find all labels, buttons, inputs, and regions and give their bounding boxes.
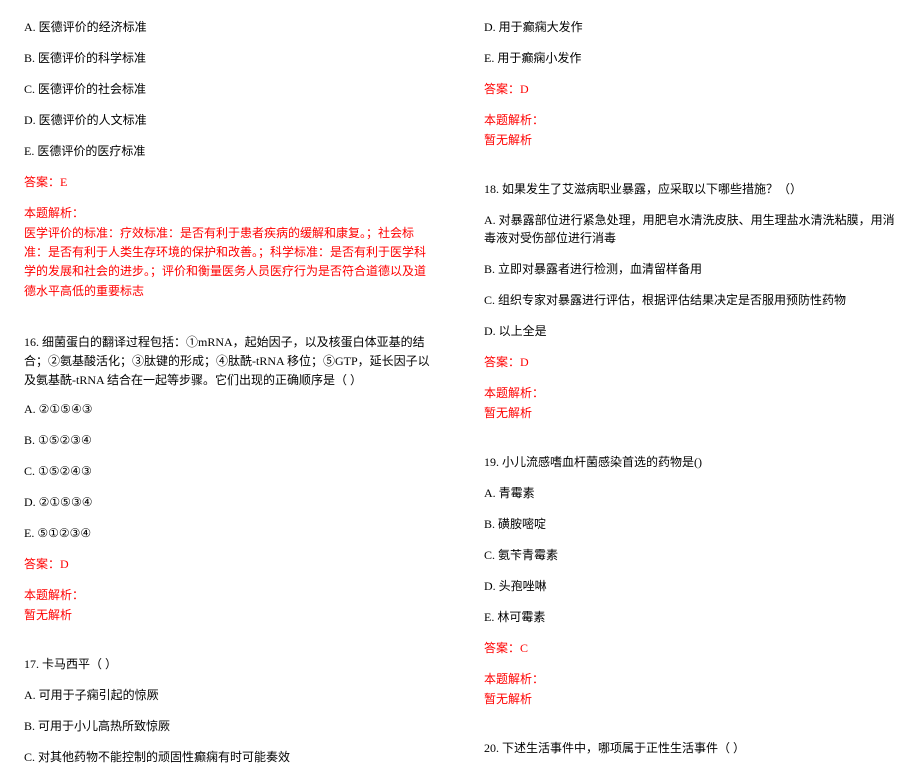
q17-answer: 答案：D [484,80,896,98]
q18-option-C: C. 组织专家对暴露进行评估，根据评估结果决定是否服用预防性药物 [484,291,896,309]
q19-answer: 答案：C [484,639,896,657]
q18-answer: 答案：D [484,353,896,371]
left-column: A. 医德评价的经济标准 B. 医德评价的科学标准 C. 医德评价的社会标准 D… [0,0,460,651]
option-C: C. 医德评价的社会标准 [24,80,436,98]
q16-answer: 答案：D [24,555,436,573]
answer-label: 答案：E [24,173,436,191]
q18-stem: 18. 如果发生了艾滋病职业暴露，应采取以下哪些措施？（） [484,180,896,198]
q16-option-D: D. ②①⑤③④ [24,493,436,511]
q16-analysis-text: 暂无解析 [24,606,436,623]
option-D: D. 医德评价的人文标准 [24,111,436,129]
option-B: B. 医德评价的科学标准 [24,49,436,67]
q17-analysis-text: 暂无解析 [484,131,896,148]
q16-option-A: A. ②①⑤④③ [24,400,436,418]
q18-analysis-text: 暂无解析 [484,404,896,421]
analysis-label: 本题解析： [24,204,436,222]
q18-option-A: A. 对暴露部位进行紧急处理，用肥皂水清洗皮肤、用生理盐水清洗粘膜，用消毒液对受… [484,211,896,247]
q20-stem: 20. 下述生活事件中，哪项属于正性生活事件（ ） [484,739,896,757]
q19-option-D: D. 头孢唑啉 [484,577,896,595]
q17-option-B: B. 可用于小儿高热所致惊厥 [24,717,436,735]
q16-stem: 16. 细菌蛋白的翻译过程包括：①mRNA，起始因子，以及核蛋白体亚基的结合；②… [24,333,436,391]
q19-analysis-label: 本题解析： [484,670,896,688]
q19-option-C: C. 氨苄青霉素 [484,546,896,564]
q17-stem: 17. 卡马西平（ ） [24,655,436,673]
q19-analysis-text: 暂无解析 [484,690,896,707]
q17-option-A: A. 可用于子痫引起的惊厥 [24,686,436,704]
q19-option-E: E. 林可霉素 [484,608,896,626]
q17-option-C: C. 对其他药物不能控制的顽固性癫痫有时可能奏效 [24,748,436,766]
analysis-text: 医学评价的标准：疗效标准：是否有利于患者疾病的缓解和康复。；社会标准：是否有利于… [24,224,436,301]
option-E: E. 医德评价的医疗标准 [24,142,436,160]
q17-option-E: E. 用于癫痫小发作 [484,49,896,67]
exam-page: A. 医德评价的经济标准 B. 医德评价的科学标准 C. 医德评价的社会标准 D… [0,0,920,651]
q16-option-E: E. ⑤①②③④ [24,524,436,542]
q18-analysis-label: 本题解析： [484,384,896,402]
q18-option-B: B. 立即对暴露者进行检测，血清留样备用 [484,260,896,278]
q19-option-A: A. 青霉素 [484,484,896,502]
q19-option-B: B. 磺胺嘧啶 [484,515,896,533]
q17-analysis-label: 本题解析： [484,111,896,129]
q19-stem: 19. 小儿流感嗜血杆菌感染首选的药物是() [484,453,896,471]
option-A: A. 医德评价的经济标准 [24,18,436,36]
q17-option-D: D. 用于癫痫大发作 [484,18,896,36]
q18-option-D: D. 以上全是 [484,322,896,340]
q16-option-C: C. ①⑤②④③ [24,462,436,480]
q16-analysis-label: 本题解析： [24,586,436,604]
right-column: D. 用于癫痫大发作 E. 用于癫痫小发作 答案：D 本题解析： 暂无解析 18… [460,0,920,651]
q16-option-B: B. ①⑤②③④ [24,431,436,449]
